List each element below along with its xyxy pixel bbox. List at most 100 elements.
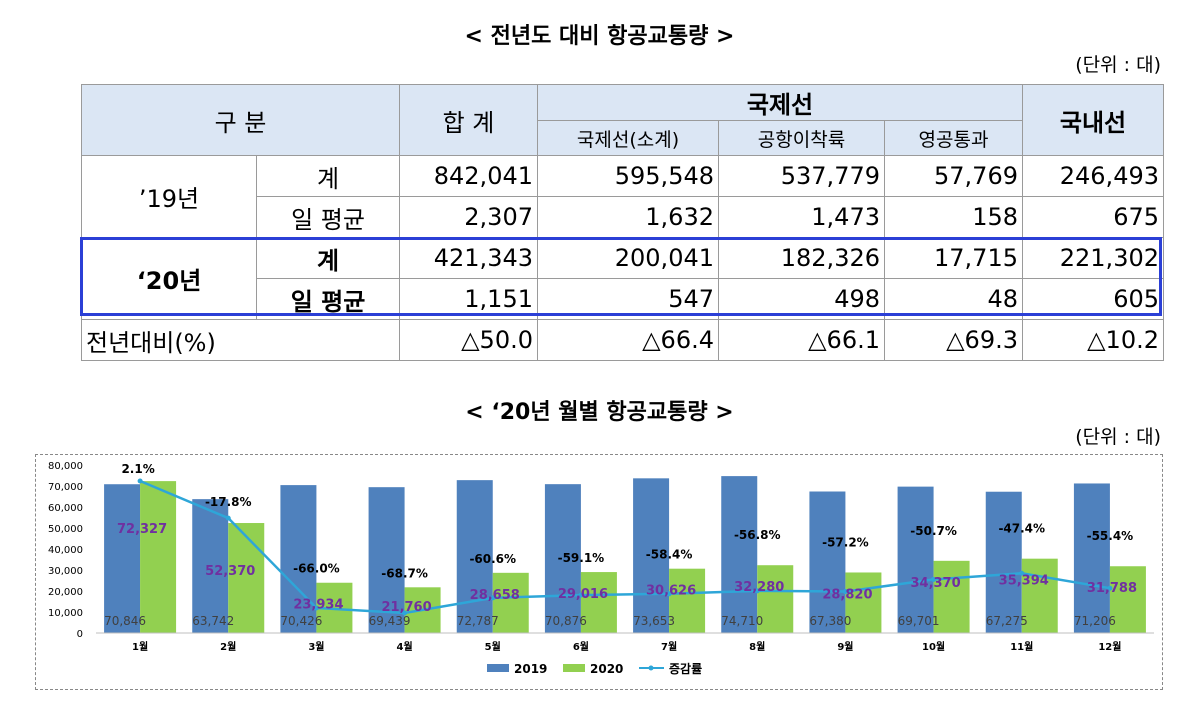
row-year-2020: ‘20년	[81, 237, 257, 320]
data-label-2019: 69,439	[369, 614, 411, 628]
header-total: 합 계	[399, 84, 538, 156]
data-label-2020: 21,760	[381, 600, 431, 615]
data-label-2020: 29,016	[558, 587, 608, 602]
data-label-2020: 32,280	[734, 580, 784, 595]
rate-marker	[1107, 585, 1113, 591]
rate-label: 2.1%	[121, 462, 154, 476]
rate-marker	[578, 592, 584, 598]
cell-overflight: 57,769	[884, 155, 1023, 197]
table-row: 전년대비(%) △50.0 △66.4 △66.1 △69.3 △10.2	[81, 319, 1164, 361]
cell-domestic: 605	[1022, 278, 1164, 320]
rate-line	[139, 479, 1111, 615]
row-yoy-label: 전년대비(%)	[81, 319, 400, 361]
bar-2019	[456, 480, 493, 633]
cell-domestic: 675	[1022, 196, 1164, 238]
y-tick-label: 10,000	[48, 608, 83, 619]
data-label-2020: 28,658	[470, 588, 520, 603]
header-category: 구 분	[81, 84, 400, 156]
legend-2019-label: 2019	[514, 662, 547, 676]
table-row: ’19년 계 842,041 595,548 537,779 57,769 24…	[81, 155, 1164, 238]
bar-2019	[809, 491, 846, 633]
rate-marker	[1019, 570, 1025, 576]
bar-2019	[280, 485, 317, 633]
cell-intl-subtotal: 1,632	[537, 196, 719, 238]
legend-2020-swatch	[563, 664, 585, 672]
data-label-2020: 52,370	[205, 564, 255, 579]
bar-2020	[1021, 558, 1058, 633]
data-label-2020: 23,934	[293, 598, 343, 613]
rate-label: -47.4%	[998, 522, 1045, 536]
cell-domestic: △10.2	[1022, 319, 1164, 361]
data-label-2019: 69,701	[898, 614, 940, 628]
bar-2020	[845, 572, 882, 633]
bar-2019	[368, 487, 405, 633]
data-label-2019: 71,206	[1074, 614, 1116, 628]
rate-marker	[842, 589, 848, 595]
bar-2020	[140, 481, 177, 633]
cell-overflight: 158	[884, 196, 1023, 238]
cell-airport-landing: 498	[718, 278, 885, 320]
cell-domestic: 246,493	[1022, 155, 1164, 197]
data-label-2019: 73,653	[633, 614, 675, 628]
rate-label: -56.8%	[734, 528, 781, 542]
bar-2020	[933, 560, 970, 633]
rate-marker	[490, 595, 496, 601]
rate-marker	[754, 588, 760, 594]
legend-rate-marker	[648, 665, 654, 671]
x-tick-label: 10월	[922, 641, 945, 653]
data-label-2019: 74,710	[721, 614, 763, 628]
x-tick-label: 6월	[573, 641, 589, 653]
rate-label: -66.0%	[293, 562, 340, 576]
data-label-2019: 67,380	[809, 614, 851, 628]
x-tick-label: 12월	[1098, 641, 1121, 653]
bar-2020	[228, 523, 265, 633]
y-tick-label: 70,000	[48, 482, 83, 493]
bar-2020	[580, 572, 617, 633]
bar-2019	[1073, 483, 1110, 633]
rate-label: -50.7%	[910, 524, 957, 538]
rate-label: -57.2%	[822, 535, 869, 549]
x-tick-label: 5월	[485, 641, 501, 653]
bar-2020	[1109, 566, 1146, 633]
data-label-2019: 63,742	[192, 614, 234, 628]
y-tick-label: 50,000	[48, 524, 83, 535]
data-label-2019: 67,275	[986, 614, 1028, 628]
row-label: 일 평균	[256, 196, 400, 238]
x-tick-label: 11월	[1010, 641, 1033, 653]
cell-overflight: 48	[884, 278, 1023, 320]
x-tick-label: 1월	[132, 641, 148, 653]
bar-2020	[669, 568, 706, 633]
y-tick-label: 20,000	[48, 587, 83, 598]
bar-2019	[104, 484, 141, 633]
cell-overflight: △69.3	[884, 319, 1023, 361]
cell-total: 2,307	[399, 196, 538, 238]
cell-intl-subtotal: 547	[537, 278, 719, 320]
table-unit-label: (단위 : 대)	[1075, 54, 1161, 76]
rate-label: -55.4%	[1087, 529, 1134, 543]
chart-unit-label: (단위 : 대)	[1075, 426, 1161, 448]
header-international: 국제선	[537, 84, 1023, 121]
legend-2020-label: 2020	[590, 662, 623, 676]
cell-airport-landing: △66.1	[718, 319, 885, 361]
table-row: ‘20년 계 421,343 200,041 182,326 17,715 22…	[81, 237, 1164, 320]
data-label-2020: 30,626	[646, 584, 696, 599]
y-tick-label: 30,000	[48, 566, 83, 577]
bar-2019	[897, 486, 934, 633]
x-tick-label: 2월	[220, 641, 236, 653]
y-tick-label: 40,000	[48, 545, 83, 556]
cell-overflight: 17,715	[884, 237, 1023, 279]
bar-2020	[492, 572, 529, 633]
data-label-2020: 35,394	[999, 574, 1049, 589]
cell-airport-landing: 537,779	[718, 155, 885, 197]
rate-label: -68.7%	[381, 566, 428, 580]
y-tick-label: 80,000	[48, 461, 83, 472]
cell-domestic: 221,302	[1022, 237, 1164, 279]
data-label-2019: 70,876	[545, 614, 587, 628]
rate-marker	[313, 605, 319, 611]
data-label-2019: 70,846	[104, 614, 146, 628]
rate-marker	[225, 515, 231, 521]
rate-marker	[666, 591, 672, 597]
row-label: 일 평균	[256, 278, 400, 320]
header-overflight: 영공통과	[884, 120, 1023, 156]
bar-2019	[633, 478, 670, 633]
